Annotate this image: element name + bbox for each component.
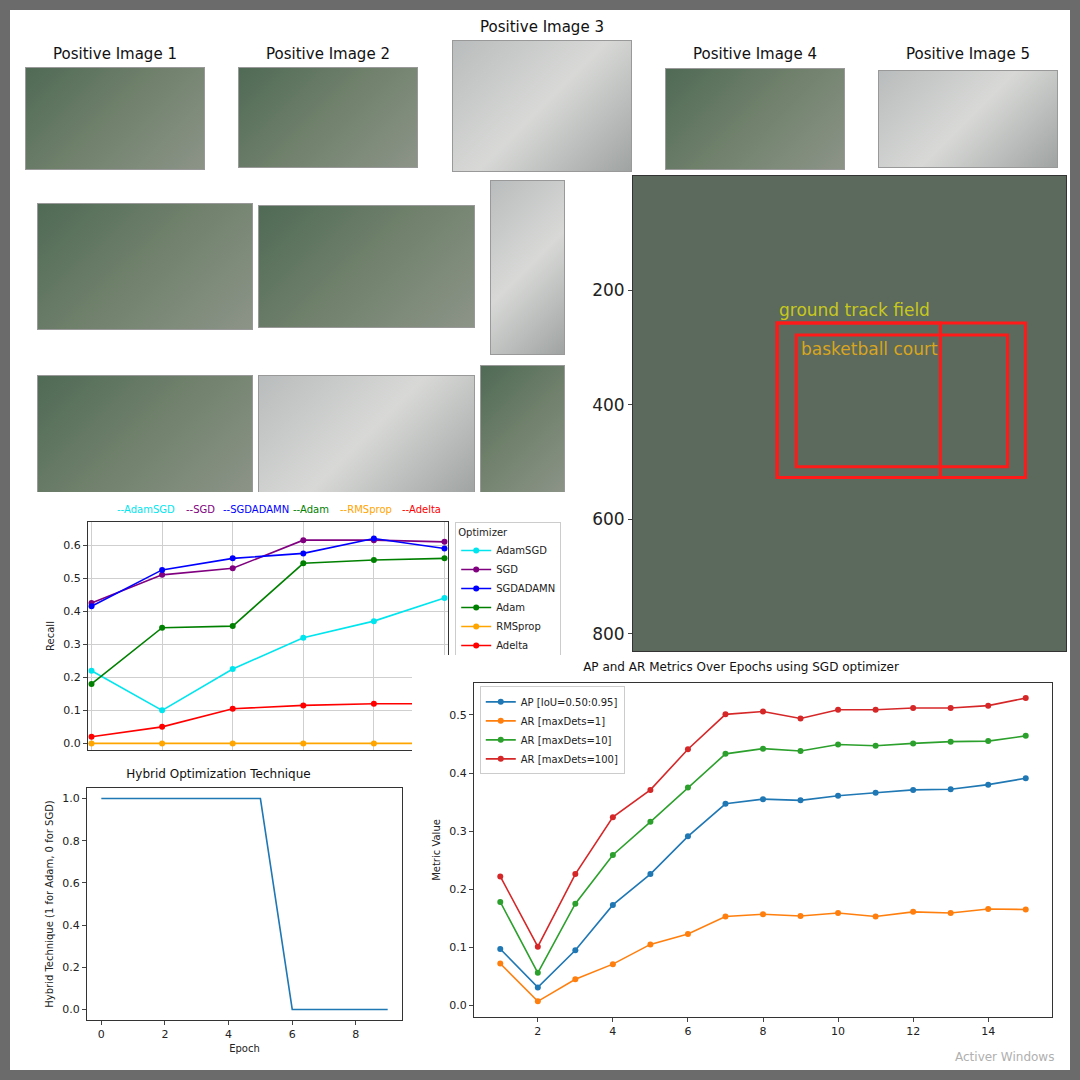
svg-text:0: 0 (98, 1028, 105, 1041)
svg-text:0.5: 0.5 (449, 709, 467, 722)
html-text:Activer Windows: Activer Windows (955, 1050, 1055, 1064)
svg-text:800: 800 (592, 624, 624, 644)
svg-text:Hybrid Optimization Technique: Hybrid Optimization Technique (126, 767, 310, 781)
svg-text:AR [maxDets=1]: AR [maxDets=1] (521, 716, 605, 727)
svg-text:600: 600 (592, 509, 624, 529)
svg-text:--SGD: --SGD (186, 504, 215, 515)
svg-text:SGDADAMN: SGDADAMN (496, 583, 555, 594)
svg-text:1.0: 1.0 (62, 792, 80, 805)
svg-text:0.1: 0.1 (63, 704, 81, 717)
svg-text:--SGDADAMN: --SGDADAMN (223, 504, 289, 515)
html-text:Positive Image 3: Positive Image 3 (480, 18, 604, 36)
svg-text:2: 2 (161, 1028, 168, 1041)
svg-text:Adam: Adam (496, 602, 525, 613)
svg-text:6: 6 (684, 1025, 691, 1038)
svg-text:AR [maxDets=10]: AR [maxDets=10] (521, 735, 612, 746)
svg-text:0.8: 0.8 (62, 835, 80, 848)
svg-text:Hybrid Technique (1 for Adam,: Hybrid Technique (1 for Adam, 0 for SGD) (44, 800, 55, 1008)
svg-text:AP and AR Metrics Over Epochs: AP and AR Metrics Over Epochs using SGD … (583, 660, 899, 674)
svg-text:10: 10 (831, 1025, 845, 1038)
svg-text:400: 400 (592, 395, 624, 415)
svg-text:--Adelta: --Adelta (402, 504, 441, 515)
svg-text:AR [maxDets=100]: AR [maxDets=100] (521, 754, 618, 765)
svg-text:0.4: 0.4 (449, 767, 467, 780)
svg-text:basketball court: basketball court (801, 339, 938, 359)
svg-text:0.6: 0.6 (63, 539, 81, 552)
svg-text:0.6: 0.6 (62, 877, 80, 890)
html-text:Positive Image 1: Positive Image 1 (53, 45, 177, 63)
svg-text:0.0: 0.0 (62, 1003, 80, 1016)
svg-text:RMSprop: RMSprop (496, 621, 541, 632)
svg-text:AdamSGD: AdamSGD (496, 545, 547, 556)
svg-text:--AdamSGD: --AdamSGD (117, 504, 175, 515)
svg-text:AP [IoU=0.50:0.95]: AP [IoU=0.50:0.95] (521, 697, 618, 708)
svg-text:0.2: 0.2 (62, 961, 80, 974)
svg-text:0.2: 0.2 (449, 883, 467, 896)
svg-text:2: 2 (534, 1025, 541, 1038)
svg-text:4: 4 (609, 1025, 616, 1038)
svg-text:6: 6 (289, 1028, 296, 1041)
svg-text:Metric Value: Metric Value (431, 819, 442, 881)
html-text:Positive Image 5: Positive Image 5 (906, 45, 1030, 63)
svg-text:--Adam: --Adam (293, 504, 329, 515)
svg-text:ground track field: ground track field (779, 300, 930, 320)
html-text:Positive Image 2: Positive Image 2 (266, 45, 390, 63)
svg-text:8: 8 (352, 1028, 359, 1041)
svg-text:8: 8 (760, 1025, 767, 1038)
svg-text:0.1: 0.1 (449, 941, 467, 954)
svg-text:Adelta: Adelta (496, 640, 528, 651)
svg-text:0.3: 0.3 (449, 825, 467, 838)
svg-text:0.3: 0.3 (63, 638, 81, 651)
svg-text:--RMSprop: --RMSprop (340, 504, 392, 515)
svg-text:SGD: SGD (496, 564, 518, 575)
svg-text:0.5: 0.5 (63, 572, 81, 585)
svg-text:Recall: Recall (45, 621, 56, 651)
svg-text:Epoch: Epoch (229, 1043, 260, 1054)
svg-text:0.4: 0.4 (62, 919, 80, 932)
html-text:Positive Image 4: Positive Image 4 (693, 45, 817, 63)
svg-text:4: 4 (225, 1028, 232, 1041)
svg-text:0.4: 0.4 (63, 605, 81, 618)
svg-text:200: 200 (592, 280, 624, 300)
svg-text:14: 14 (981, 1025, 995, 1038)
svg-text:0.0: 0.0 (63, 737, 81, 750)
svg-text:12: 12 (906, 1025, 920, 1038)
svg-text:0.0: 0.0 (449, 999, 467, 1012)
svg-text:Optimizer: Optimizer (458, 527, 508, 538)
svg-text:0.2: 0.2 (63, 671, 81, 684)
